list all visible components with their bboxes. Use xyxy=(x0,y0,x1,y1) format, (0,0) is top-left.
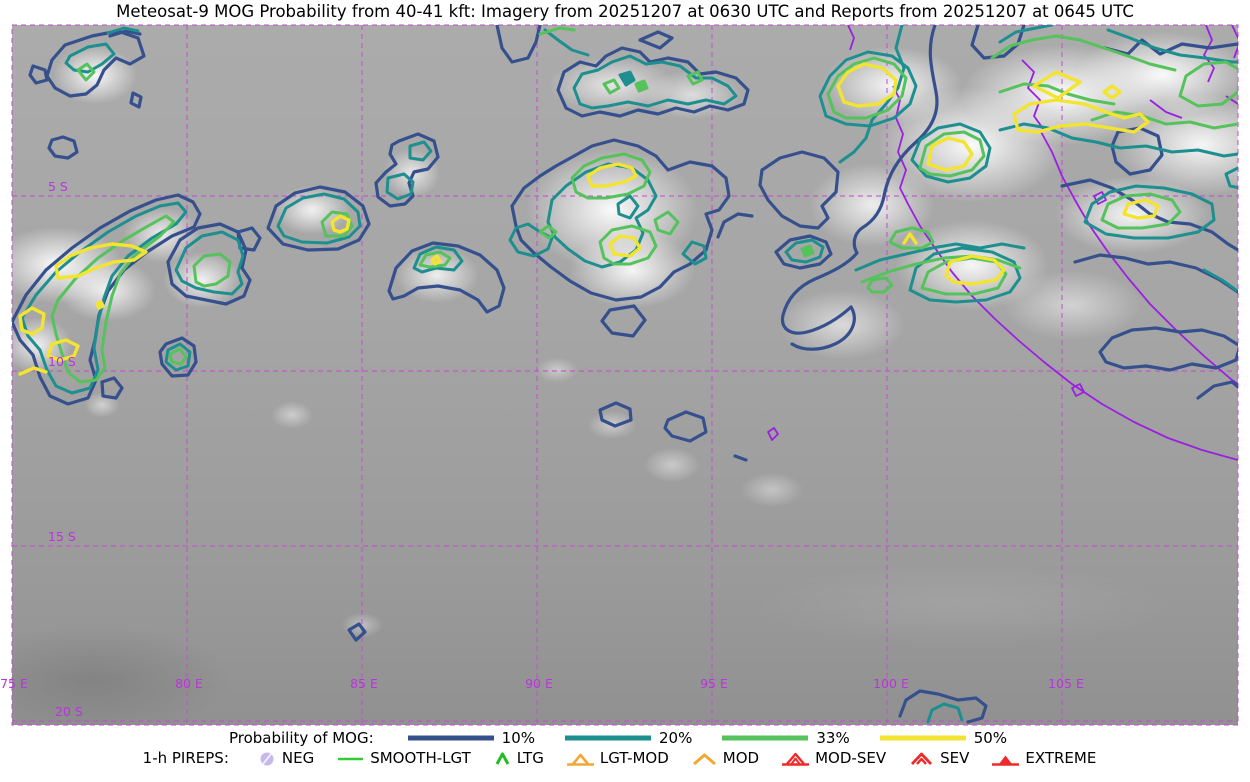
pirep-label: LGT-MOD xyxy=(599,749,669,767)
legend-item-label: 20% xyxy=(659,729,693,747)
neg-null-circle-icon xyxy=(260,752,274,765)
sev-double-caret-icon xyxy=(911,752,933,765)
legend-item-label: 33% xyxy=(816,729,850,747)
legend-pireps-row: 1-h PIREPS: NEG SMOOTH-LGT LTG xyxy=(143,749,1108,767)
legend-pireps-title: 1-h PIREPS: xyxy=(142,749,229,767)
pirep-item-smooth-lgt: SMOOTH-LGT xyxy=(336,749,471,767)
pirep-label: SMOOTH-LGT xyxy=(370,749,471,767)
legend: Probability of MOG: 10% 20% 33% 50% 1-h … xyxy=(0,729,1250,767)
legend-item-label: 50% xyxy=(973,729,1008,747)
pirep-item-neg: NEG xyxy=(258,749,314,767)
satellite-map xyxy=(12,25,1238,725)
prob-10-line-icon xyxy=(407,735,494,741)
legend-probability-row: Probability of MOG: 10% 20% 33% 50% xyxy=(229,729,1021,747)
mod-caret-icon xyxy=(692,753,716,765)
pirep-label: NEG xyxy=(281,749,315,767)
pirep-item-sev: SEV xyxy=(908,749,969,767)
pirep-label: MOD-SEV xyxy=(815,749,887,767)
prob-33-line-icon xyxy=(722,735,809,741)
prob-20-line-icon xyxy=(565,735,652,741)
legend-probability-title: Probability of MOG: xyxy=(228,729,374,747)
extreme-filled-triangle-icon xyxy=(992,755,1020,766)
mod-sev-triangle-caret-icon xyxy=(782,752,810,766)
legend-item-50pct: 50% xyxy=(878,729,1007,747)
pirep-item-ltg: LTG xyxy=(493,749,544,767)
pirep-item-mod-sev: MOD-SEV xyxy=(781,749,886,767)
pirep-item-mod: MOD xyxy=(691,749,759,767)
pirep-label: LTG xyxy=(516,749,544,767)
pirep-item-lgt-mod: LGT-MOD xyxy=(566,749,669,767)
legend-item-10pct: 10% xyxy=(406,729,535,747)
page-title: Meteosat-9 MOG Probability from 40-41 kf… xyxy=(116,2,1134,21)
pirep-label: EXTREME xyxy=(1025,749,1097,767)
pirep-label: MOD xyxy=(722,749,760,767)
smooth-lgt-dash-icon xyxy=(338,757,364,760)
prob-50-line-icon xyxy=(879,735,966,741)
ltg-caret-icon xyxy=(495,752,510,765)
pirep-item-extreme: EXTREME xyxy=(991,749,1096,767)
legend-item-20pct: 20% xyxy=(563,729,692,747)
legend-item-33pct: 33% xyxy=(720,729,850,747)
pirep-label: SEV xyxy=(940,749,970,767)
lgt-mod-triangle-icon xyxy=(566,753,594,766)
legend-item-label: 10% xyxy=(501,729,536,747)
